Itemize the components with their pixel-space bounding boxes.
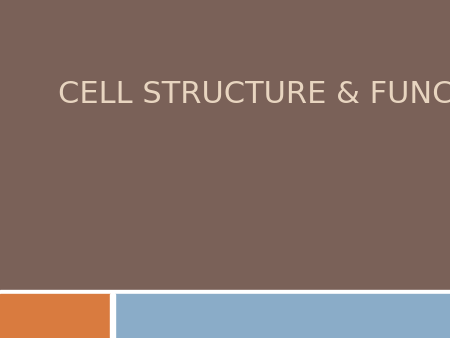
Bar [0, 294, 110, 338]
Text: CELL STRUCTURE & FUNCTIONS: CELL STRUCTURE & FUNCTIONS [58, 80, 450, 109]
Bar [110, 294, 115, 338]
Bar [115, 294, 450, 338]
Bar [0, 290, 450, 294]
